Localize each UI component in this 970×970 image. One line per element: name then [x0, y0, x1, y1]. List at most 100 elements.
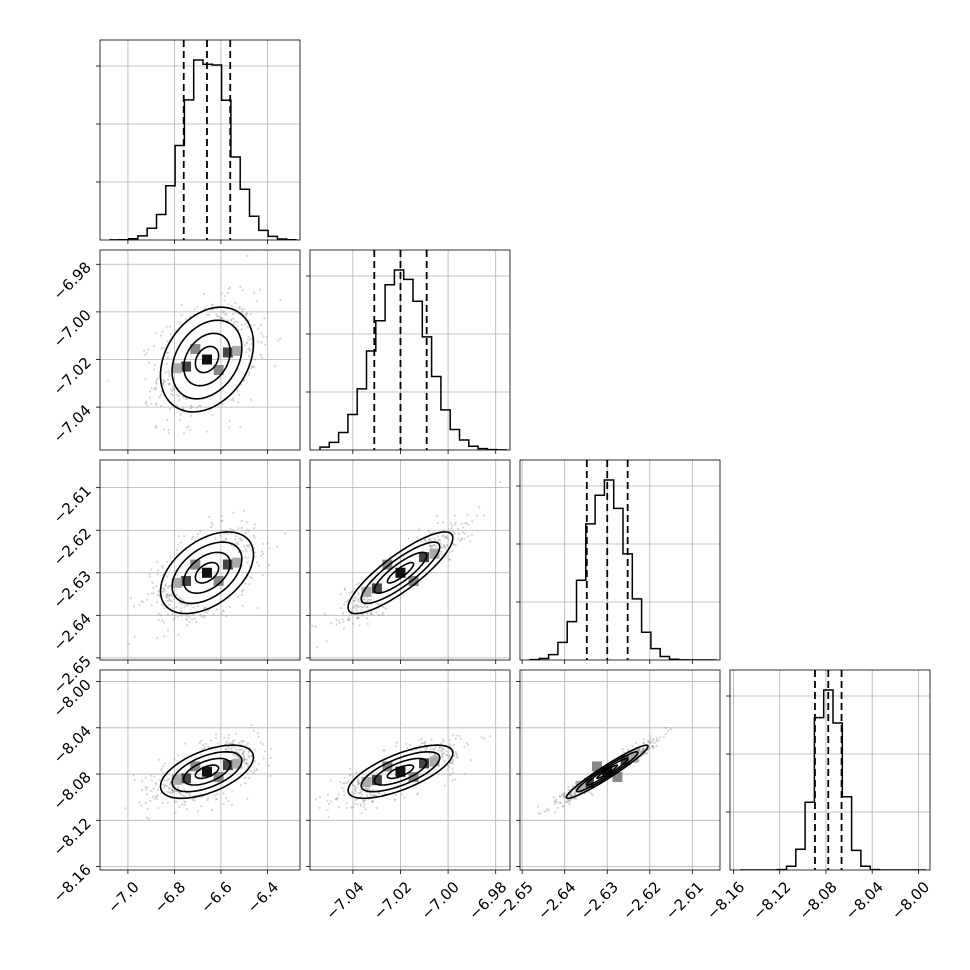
scatter-point: [263, 750, 267, 753]
scatter-point: [252, 729, 255, 732]
scatter-point: [182, 599, 185, 602]
scatter-point: [180, 541, 183, 544]
scatter-point: [246, 325, 249, 328]
scatter-point: [248, 582, 251, 586]
scatter-point: [353, 802, 356, 805]
scatter-point: [371, 799, 374, 803]
scatter-point: [256, 340, 260, 343]
scatter-point: [588, 791, 591, 794]
scatter-point: [169, 787, 172, 790]
x-tick-label: −2.63: [577, 878, 622, 923]
scatter-point: [163, 635, 166, 638]
scatter-point: [361, 605, 364, 608]
scatter-point: [441, 747, 444, 751]
scatter-point: [184, 801, 187, 804]
scatter-point: [225, 312, 228, 316]
scatter-point: [233, 739, 236, 742]
scatter-point: [184, 318, 187, 321]
scatter-point: [170, 593, 173, 596]
density-cell: [361, 776, 372, 787]
scatter-point: [229, 747, 233, 751]
x-tick-label: −6.8: [151, 878, 189, 916]
scatter-point: [160, 404, 163, 408]
density-cell: [612, 772, 623, 783]
x-tick-label: −8.04: [842, 878, 887, 923]
scatter-point: [244, 582, 247, 585]
scatter-point: [132, 774, 135, 777]
scatter-point: [171, 394, 175, 397]
scatter-point: [431, 754, 435, 757]
scatter-point: [246, 561, 249, 564]
scatter-point: [440, 747, 444, 750]
scatter-point: [239, 748, 242, 751]
scatter-point: [156, 636, 159, 640]
scatter-point: [360, 793, 364, 796]
panel-2-1: [306, 459, 511, 664]
scatter-point: [395, 745, 398, 748]
scatter-point: [559, 795, 562, 799]
scatter-point: [438, 746, 441, 749]
scatter-point: [238, 749, 241, 752]
scatter-point: [224, 313, 227, 316]
contour-2: [360, 541, 441, 605]
scatter-point: [156, 794, 159, 797]
scatter-point: [238, 307, 241, 310]
scatter-point: [449, 762, 452, 765]
scatter-point: [166, 378, 170, 381]
scatter-point: [203, 607, 206, 610]
scatter-point: [178, 602, 181, 605]
scatter-point: [144, 776, 147, 779]
scatter-point: [241, 289, 244, 292]
scatter-point: [220, 317, 223, 320]
scatter-point: [253, 527, 256, 530]
scatter-point: [449, 521, 452, 525]
scatter-point: [193, 464, 195, 466]
scatter-point: [443, 536, 447, 539]
scatter-point: [141, 779, 144, 783]
scatter-point: [210, 304, 213, 307]
scatter-point: [233, 746, 236, 749]
scatter-point: [152, 592, 155, 595]
contour-2: [171, 319, 243, 400]
scatter-point: [445, 750, 448, 753]
scatter-point: [182, 407, 185, 410]
scatter-point: [171, 791, 174, 794]
scatter-point: [224, 538, 228, 541]
scatter-point: [543, 810, 546, 813]
scatter-point: [196, 810, 200, 813]
scatter-point: [241, 740, 244, 744]
density-cell: [620, 755, 631, 766]
scatter-point: [247, 355, 250, 358]
scatter-point: [475, 514, 478, 517]
scatter-point: [357, 597, 360, 601]
scatter-point: [220, 292, 223, 295]
scatter-point: [234, 301, 237, 305]
scatter-point: [423, 742, 426, 745]
scatter-point: [220, 613, 223, 616]
scatter-point: [451, 779, 455, 782]
scatter-point: [451, 760, 454, 763]
scatter-point: [183, 795, 186, 798]
scatter-point: [350, 773, 353, 776]
scatter-point: [167, 790, 170, 793]
scatter-point: [250, 577, 253, 580]
scatter-point: [253, 769, 256, 772]
scatter-point: [241, 310, 244, 313]
scatter-point: [199, 613, 202, 617]
scatter-point: [165, 584, 168, 587]
scatter-point: [183, 432, 186, 435]
scatter-point: [300, 821, 302, 823]
scatter-point: [173, 616, 176, 619]
scatter-point: [222, 610, 225, 613]
scatter-point: [428, 532, 432, 535]
contour-1: [373, 551, 428, 595]
scatter-point: [253, 358, 257, 361]
scatter-point: [154, 386, 157, 389]
scatter-point: [417, 792, 420, 795]
scatter-point: [166, 356, 169, 359]
scatter-point: [169, 325, 172, 328]
scatter-point: [162, 428, 165, 431]
scatter-point: [129, 597, 132, 600]
scatter-point: [330, 800, 333, 803]
scatter-point: [186, 623, 189, 627]
